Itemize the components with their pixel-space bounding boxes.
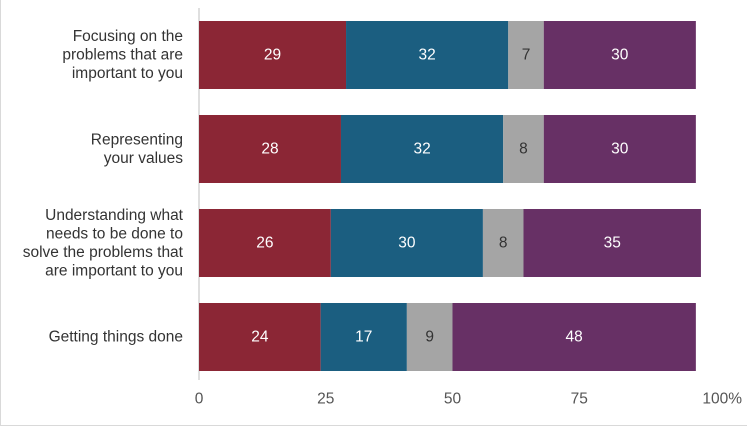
x-tick-label: 100%: [702, 391, 742, 408]
x-tick-label: 75: [571, 391, 588, 408]
bar-segment: [508, 21, 544, 89]
data-label: 7: [522, 47, 531, 64]
bar-segment: [199, 209, 331, 277]
category-label: important to you: [72, 65, 183, 82]
data-label: 35: [604, 235, 621, 252]
bar-segment: [452, 303, 696, 371]
bar-segment: [503, 115, 544, 183]
data-label: 26: [256, 235, 273, 252]
data-label: 9: [425, 329, 434, 346]
bar-segment: [330, 209, 483, 277]
data-label: 28: [261, 141, 278, 158]
category-labels: Focusing on the problems that areimportan…: [23, 28, 184, 346]
data-label: 8: [499, 235, 508, 252]
data-label: 17: [355, 329, 372, 346]
category-label: problems that are: [62, 47, 183, 64]
data-label: 48: [566, 329, 583, 346]
category-label: Understanding what: [45, 207, 184, 224]
data-label: 32: [413, 141, 430, 158]
category-label: Focusing on the: [73, 28, 183, 45]
bar-segment: [320, 303, 407, 371]
data-label: 32: [419, 47, 436, 64]
x-tick-label: 50: [444, 391, 462, 408]
bar-segment: [482, 209, 524, 277]
category-label: are important to you: [45, 262, 183, 279]
category-label: Representing: [91, 131, 183, 148]
data-label: 29: [264, 47, 281, 64]
data-label: 30: [611, 141, 629, 158]
bar-segment: [199, 303, 321, 371]
bar-segment: [346, 21, 509, 89]
data-label: 8: [519, 141, 528, 158]
bar-segment: [406, 303, 453, 371]
category-label: needs to be done to: [46, 225, 183, 242]
category-label: your values: [104, 150, 184, 167]
category-label: Getting things done: [49, 329, 183, 346]
bar-segment: [523, 209, 701, 277]
data-label: 24: [251, 329, 269, 346]
x-tick-label: 25: [317, 391, 334, 408]
data-label: 30: [611, 47, 629, 64]
bar-segment: [543, 115, 696, 183]
x-tick-label: 0: [195, 391, 204, 408]
bar-segment: [199, 115, 341, 183]
bar-segment: [199, 21, 347, 89]
bar-segment: [340, 115, 504, 183]
x-axis-ticks: 0 25 50 75 100%: [195, 391, 743, 408]
category-label: solve the problems that: [23, 244, 184, 261]
data-label: 30: [398, 235, 416, 252]
bar-segment: [543, 21, 696, 89]
bars-group: 29 32 7 30 28 32 8 30 26 30 8 35 24 17 9 48: [199, 21, 701, 371]
